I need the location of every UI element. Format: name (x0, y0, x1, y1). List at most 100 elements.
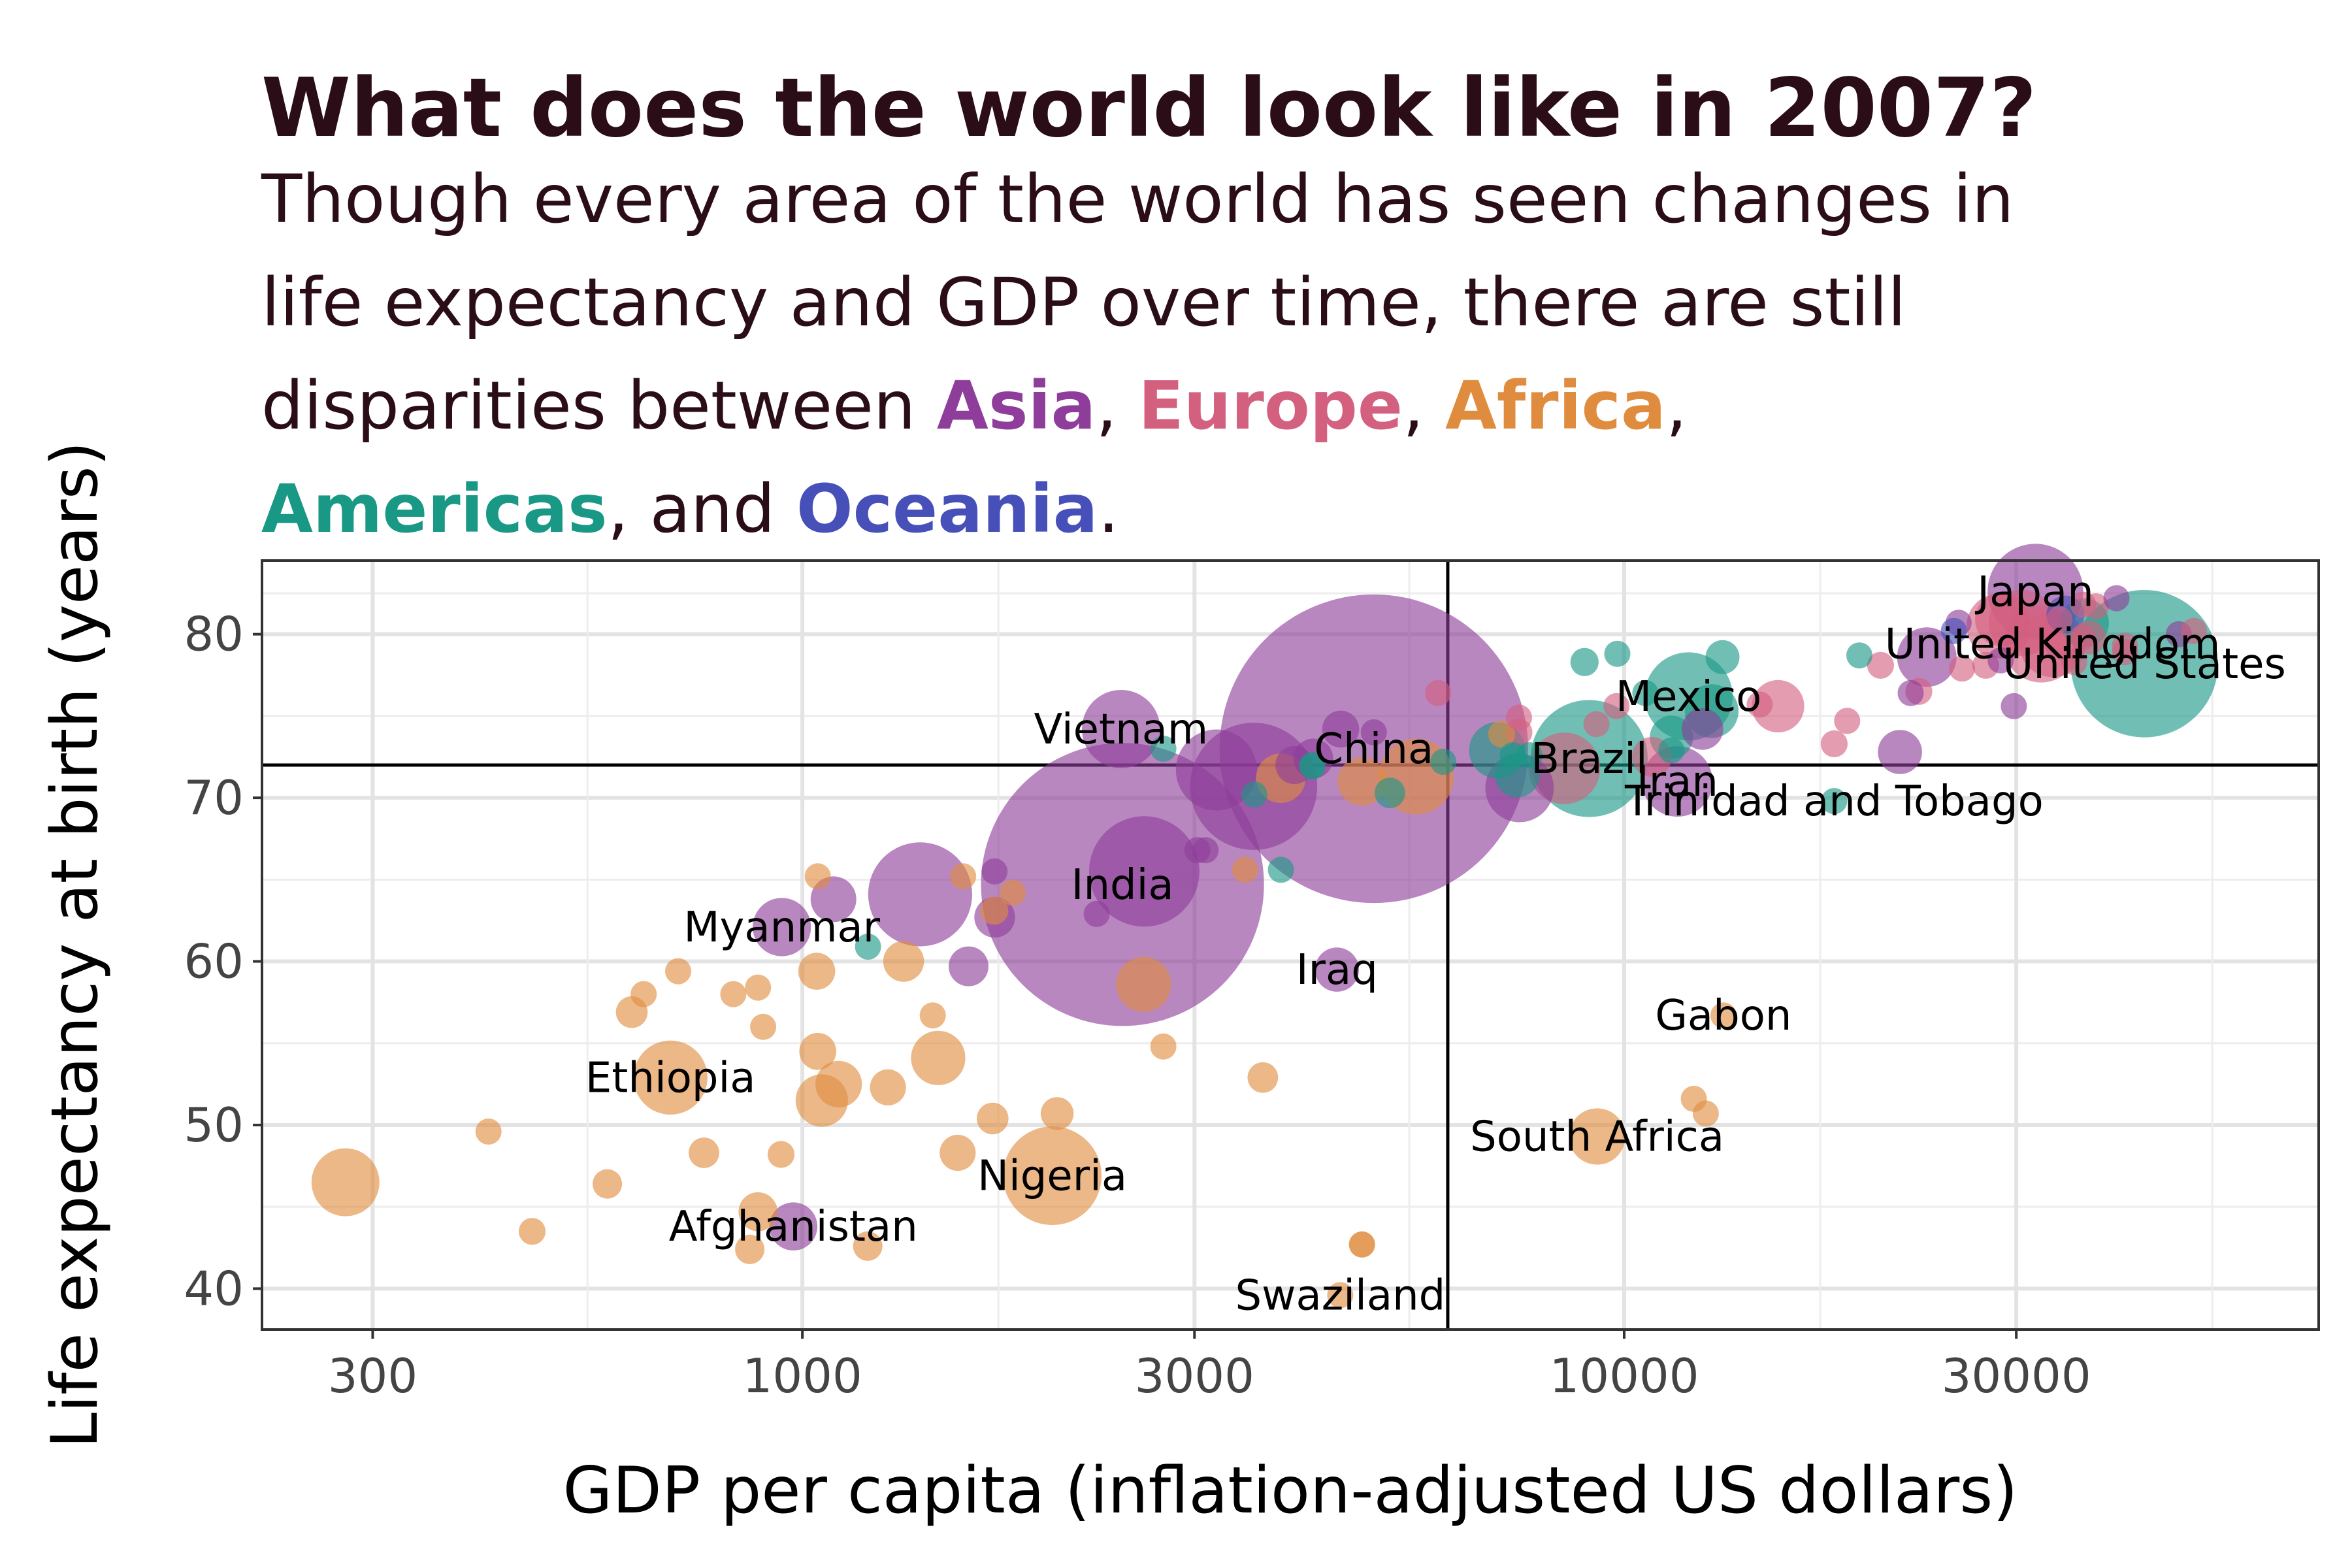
country-label: South Africa (1470, 1113, 1724, 1162)
data-point-americas (1570, 647, 1599, 676)
data-point-europe (1583, 711, 1610, 738)
data-point-africa (689, 1137, 719, 1168)
data-point-africa (518, 1218, 546, 1245)
data-point-asia (1082, 690, 1160, 768)
y-tick-label: 40 (184, 1261, 244, 1316)
data-point-africa (593, 1169, 623, 1199)
data-point-europe (2112, 639, 2138, 666)
data-point-europe (1425, 679, 1452, 706)
country-label: Vietnam (1034, 706, 1209, 754)
x-axis-title: GDP per capita (inflation-adjusted US do… (563, 1454, 2017, 1528)
data-point-asia (769, 1202, 818, 1250)
country-label: China (1314, 725, 1433, 774)
data-point-africa (475, 1119, 502, 1145)
data-point-asia (1682, 708, 1723, 750)
data-point-asia (2103, 585, 2130, 612)
subtitle-line3-prefix: disparities between (261, 367, 937, 445)
highlight-africa: Africa (1445, 367, 1666, 445)
data-point-europe (1505, 704, 1532, 731)
data-point-africa (630, 981, 657, 1007)
y-axis-title: Life expectancy at birth (years) (38, 441, 112, 1448)
data-point-africa (767, 1141, 795, 1168)
country-label: Ethiopia (585, 1054, 756, 1102)
data-point-africa (1150, 1033, 1177, 1060)
data-point-europe (2046, 606, 2073, 633)
data-point-asia (1360, 719, 1387, 745)
data-point-africa (815, 1060, 862, 1107)
data-point-africa (939, 1134, 976, 1171)
y-tick-label: 50 (184, 1098, 244, 1152)
plot-panel-border (261, 559, 2320, 1331)
subtitle-line-1: Though every area of the world has seen … (261, 161, 2014, 238)
highlight-europe: Europe (1138, 367, 1403, 445)
data-point-americas (1516, 742, 1543, 768)
data-point-africa (1569, 1108, 1625, 1165)
country-label: Myanmar (683, 904, 880, 952)
data-point-europe (2069, 624, 2096, 651)
data-point-africa (1040, 1097, 1074, 1130)
data-point-africa (1232, 857, 1258, 883)
data-point-africa (1337, 757, 1386, 806)
data-point-africa (633, 1040, 708, 1115)
data-point-europe (2061, 649, 2087, 676)
country-label: Trinidad and Tobago (1624, 777, 2044, 826)
x-tick-label: 30000 (1942, 1348, 2091, 1403)
data-point-africa (977, 1102, 1009, 1135)
data-point-asia (868, 842, 972, 947)
data-point-asia (1184, 837, 1211, 864)
country-label: United Kingdom (1885, 621, 2221, 669)
data-point-africa (1348, 1231, 1375, 1258)
country-label: Iraq (1296, 946, 1378, 994)
data-point-americas (1846, 642, 1872, 669)
subtitle-comma-1: , (1096, 367, 1138, 445)
data-point-asia (1987, 647, 2014, 674)
data-point-americas (1632, 679, 1659, 706)
data-point-americas (855, 934, 881, 960)
data-point-americas (1150, 736, 1177, 762)
data-point-asia (1088, 816, 1200, 927)
data-point-africa (853, 1231, 883, 1261)
x-tick-label: 10000 (1549, 1348, 1699, 1403)
data-point-africa (799, 1033, 836, 1070)
data-point-europe (1746, 691, 1773, 718)
data-point-asia (2001, 693, 2027, 719)
data-point-africa (1247, 1062, 1279, 1093)
subtitle-line-2: life expectancy and GDP over time, there… (261, 264, 1906, 342)
country-label: Brazil (1531, 735, 1648, 783)
data-point-africa (798, 953, 836, 990)
data-point-americas (1299, 752, 1326, 778)
y-tick-label: 70 (184, 770, 244, 825)
data-point-americas (1241, 781, 1267, 808)
data-point-asia (753, 898, 811, 956)
data-point-africa (804, 863, 831, 890)
data-points (311, 544, 2218, 1309)
data-point-africa (745, 974, 772, 1001)
data-point-europe (1975, 593, 2029, 647)
country-label: Japan (1974, 568, 2094, 617)
data-point-oceania (1940, 617, 1967, 644)
data-point-asia (1897, 679, 1924, 706)
subtitle-comma-3: , (1666, 367, 1687, 445)
country-label: Nigeria (977, 1152, 1127, 1201)
country-label: United States (2003, 640, 2286, 689)
data-point-africa (870, 1069, 906, 1105)
data-point-asia (949, 946, 988, 987)
highlight-oceania: Oceania (796, 470, 1098, 548)
data-point-americas (1375, 777, 1405, 808)
data-point-africa (980, 896, 1009, 925)
data-point-africa (720, 981, 747, 1007)
data-point-americas (1821, 788, 1848, 815)
data-point-africa (950, 863, 977, 890)
subtitle-comma-2: , (1403, 367, 1445, 445)
country-label: Iran (1637, 758, 1718, 806)
data-point-americas (1604, 640, 1631, 667)
data-point-europe (1949, 655, 1976, 682)
data-point-asia (1315, 947, 1360, 992)
data-point-africa (1710, 1002, 1737, 1029)
data-point-africa (1488, 720, 1515, 748)
country-label: India (1071, 861, 1174, 909)
highlight-asia: Asia (937, 367, 1096, 445)
data-point-europe (1834, 708, 1861, 734)
x-tick-label: 1000 (743, 1348, 862, 1403)
data-point-africa (735, 1234, 765, 1264)
